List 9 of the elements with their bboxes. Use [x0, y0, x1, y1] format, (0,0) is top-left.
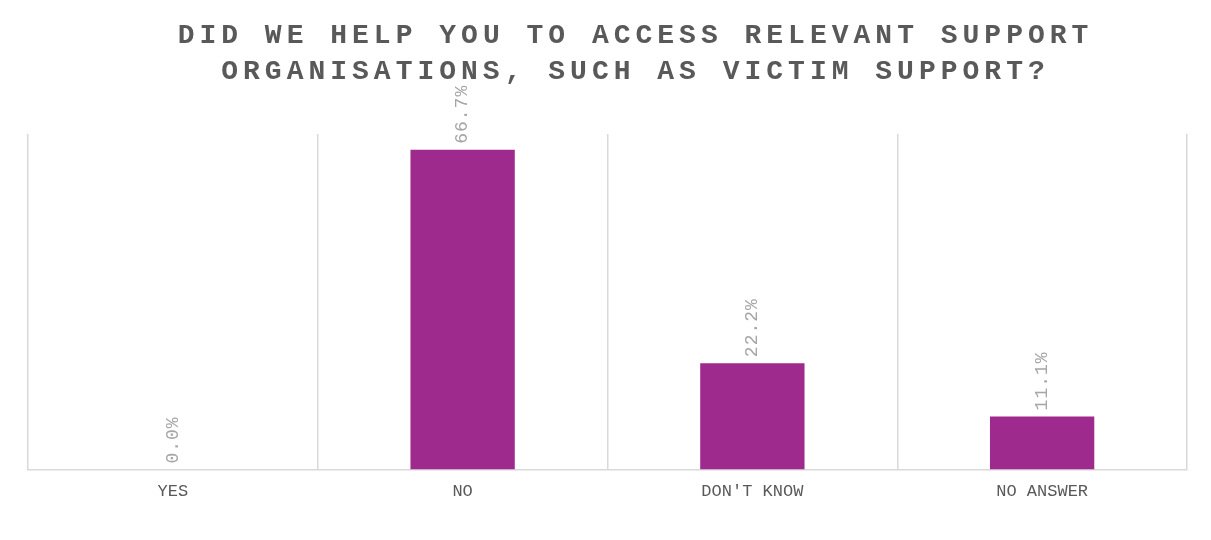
data-label: 0.0% [162, 416, 183, 464]
chart-title: DID WE HELP YOU TO ACCESS RELEVANT SUPPORT ORGANISATIONS, SUCH AS VICTIM SUPPORT? [176, 19, 1095, 87]
data-label: 11.1% [1031, 351, 1052, 411]
x-tick-label: YES [157, 482, 189, 502]
x-tick-label: DON'T KNOW [701, 482, 805, 502]
data-label: 66.7% [452, 84, 473, 144]
x-tick-label: NO [452, 482, 473, 502]
x-tick-label: NO ANSWER [996, 482, 1089, 502]
data-label: 22.2% [742, 298, 763, 358]
